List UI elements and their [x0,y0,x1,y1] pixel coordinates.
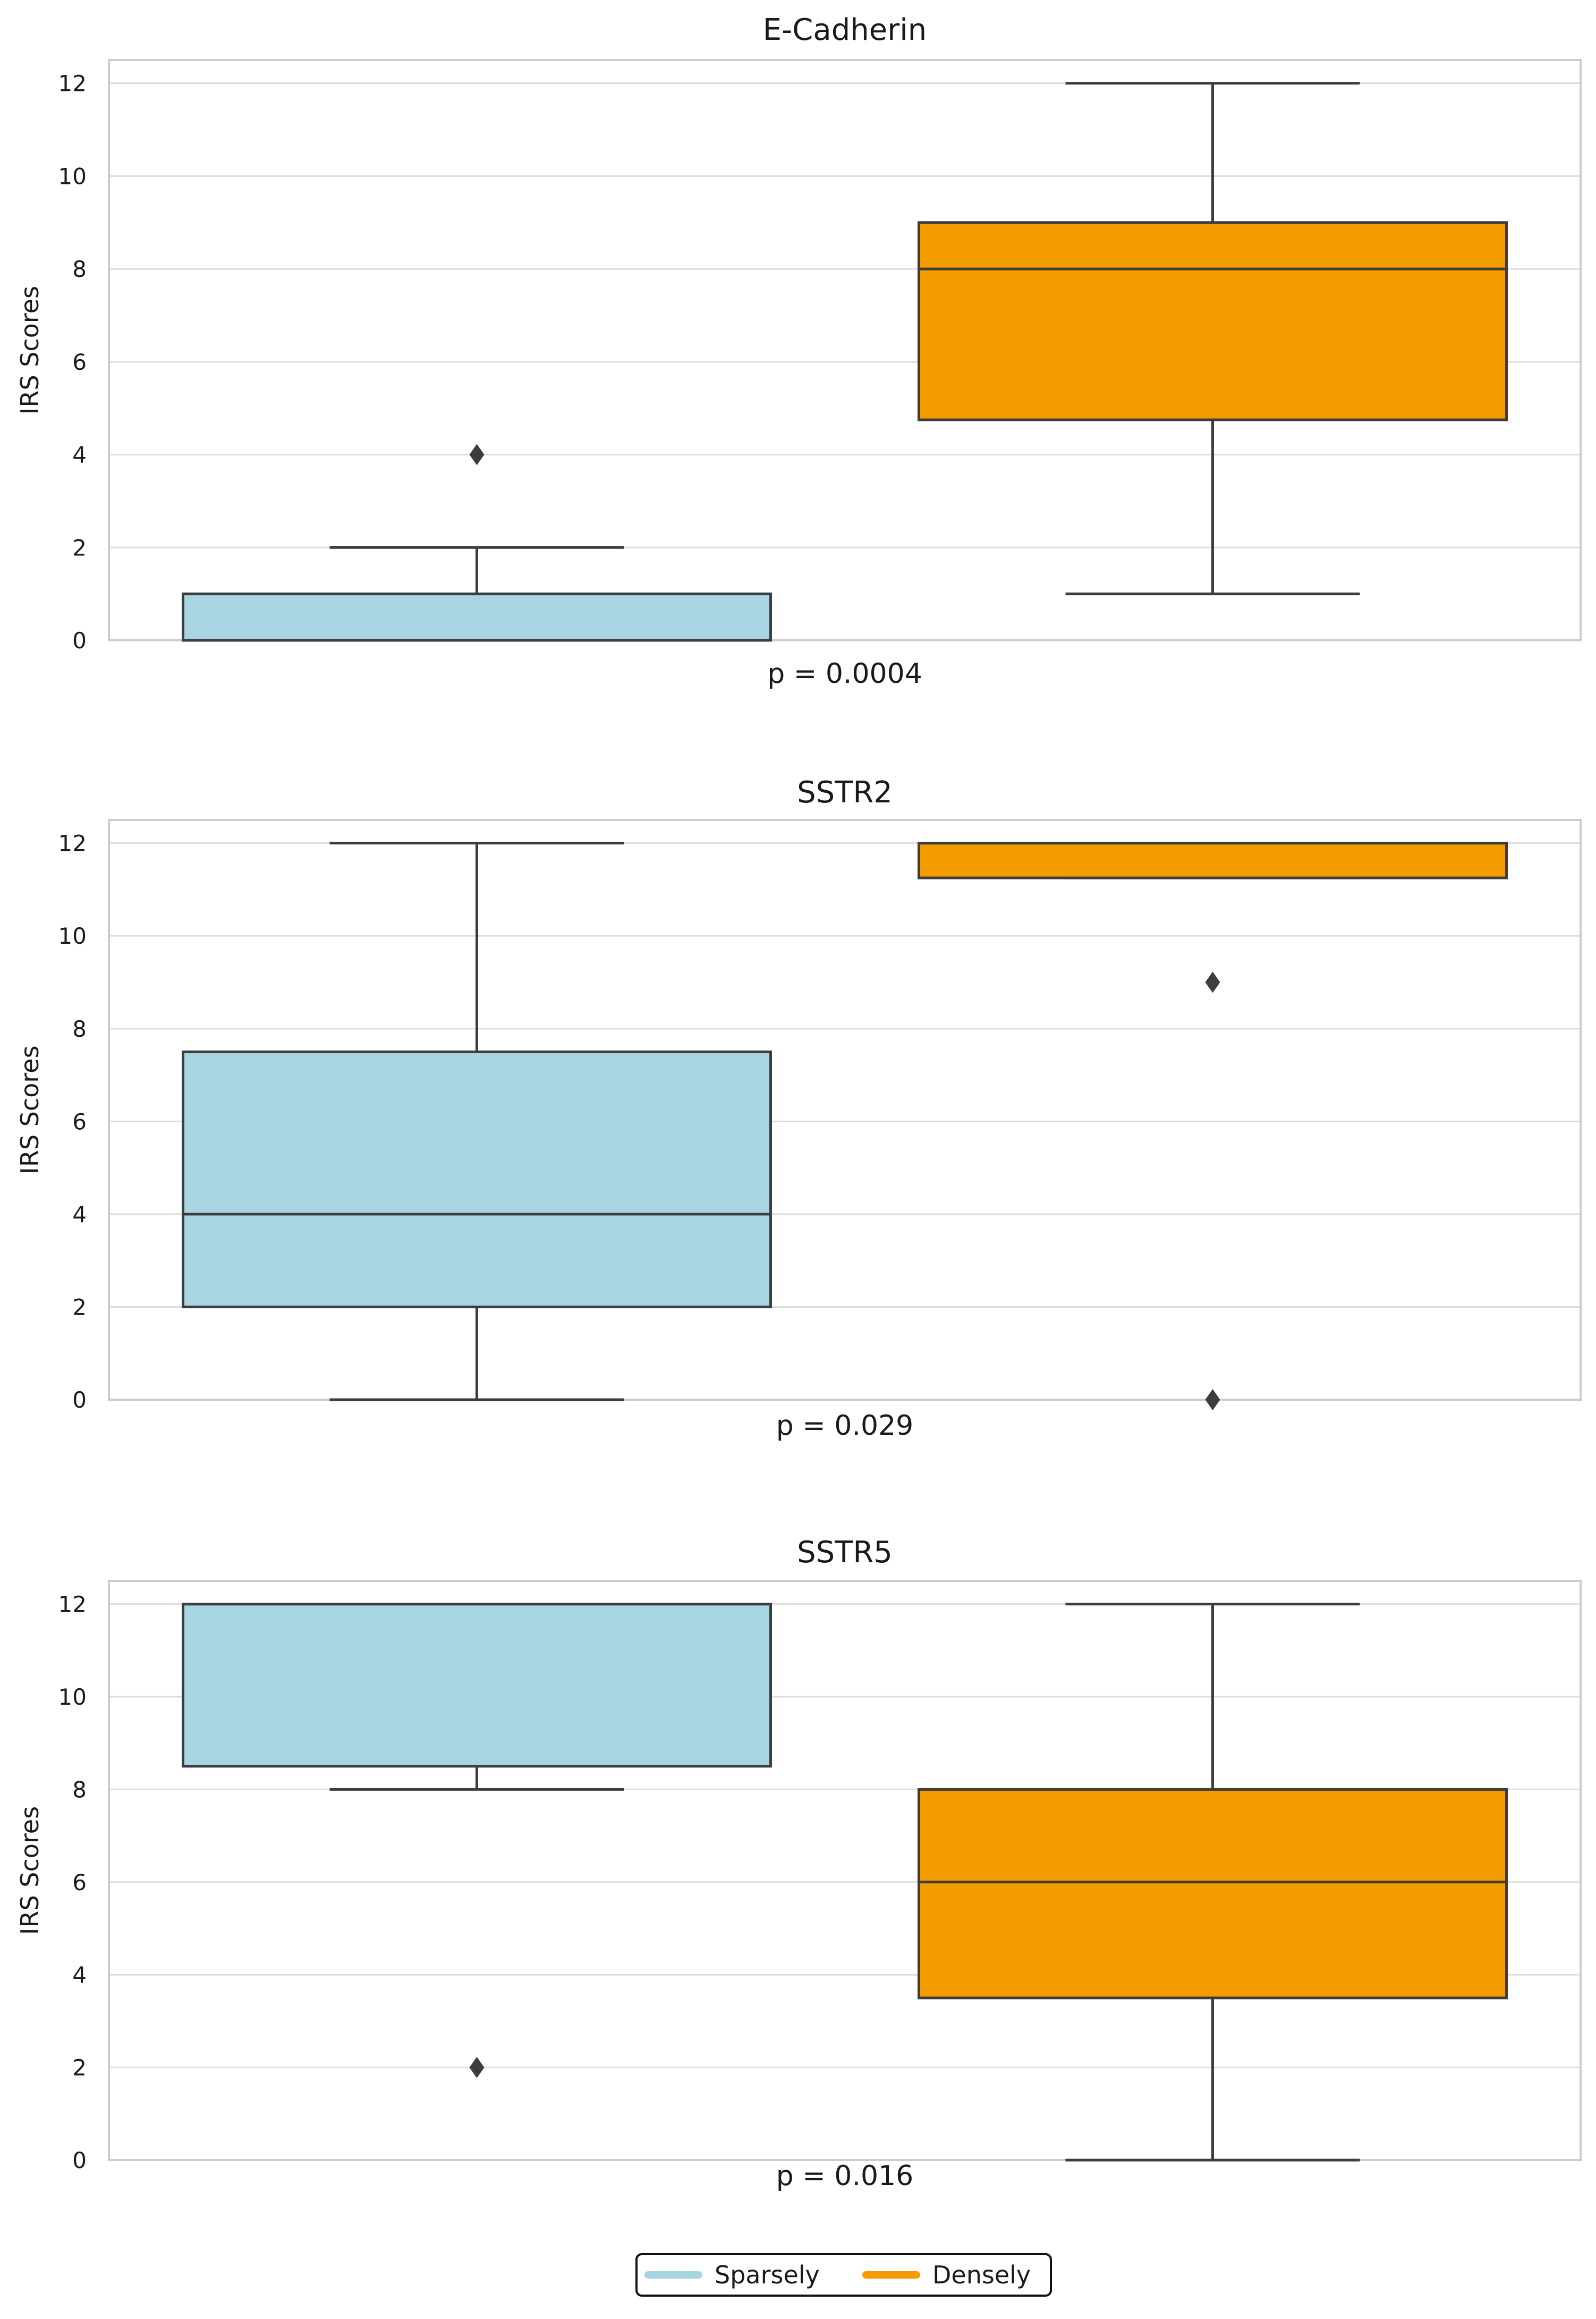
legend-label-sparsely: Sparsely [715,2261,820,2289]
y-tick-label: 12 [58,1592,87,1618]
legend-frame [635,2253,1052,2297]
y-tick-label: 0 [72,628,87,654]
panel-title: E-Cadherin [763,13,927,47]
outlier-point [1205,1389,1220,1410]
legend: Sparsely Densely [635,2253,1052,2297]
y-tick-label: 2 [72,535,87,561]
y-tick-label: 10 [58,1684,87,1710]
box-iqr [918,1788,1508,2000]
y-axis-label: IRS Scores [15,1806,44,1935]
p-value-label: p = 0.016 [776,2160,914,2192]
y-tick-label: 6 [72,1108,87,1135]
panel-title: SSTR2 [797,775,893,810]
outlier-point [469,444,485,466]
y-tick-label: 4 [72,1962,87,1988]
y-tick-label: 12 [58,831,87,857]
p-value-label: p = 0.029 [776,1410,914,1442]
y-axis-label: IRS Scores [15,286,44,414]
box-iqr [182,1050,772,1308]
box-densely [918,1603,1508,2162]
y-tick-label: 10 [58,923,87,949]
y-tick-label: 2 [72,2055,87,2081]
plot-frame [108,59,1582,641]
plot-frame [108,1580,1582,2161]
y-tick-label: 0 [72,1387,87,1413]
plot-frame [108,819,1582,1401]
box-iqr [918,842,1508,879]
outlier-point [1205,971,1220,993]
panel-title: SSTR5 [797,1535,893,1570]
box-sparsely [182,444,772,642]
y-tick-label: 8 [72,256,87,282]
y-axis-label: IRS Scores [15,1045,44,1174]
y-tick-label: 2 [72,1294,87,1320]
panel-1: 0 2 4 6 8 10 12 E-Cadherin IRS Scores p = 0.0004 [15,13,1582,690]
y-tick-label: 6 [72,349,87,375]
box-sparsely [182,842,772,1401]
box-iqr [182,593,772,642]
y-tick-label: 6 [72,1869,87,1895]
panel-2: 0 2 4 6 8 10 12 SSTR2 IRS Scores p = 0.029 [15,775,1582,1442]
y-tick-label: 4 [72,1201,87,1228]
box-densely [918,842,1508,1410]
box-sparsely [182,1603,772,2078]
box-iqr [182,1603,772,1768]
y-tick-label: 10 [58,163,87,189]
y-tick-label: 12 [58,71,87,97]
y-tick-label: 0 [72,2147,87,2173]
legend-label-densely: Densely [932,2261,1031,2289]
panel-3: 0 2 4 6 8 10 12 SSTR5 IRS Scores p = 0.016 [15,1535,1582,2192]
p-value-label: p = 0.0004 [767,658,922,690]
outlier-point [469,2056,485,2078]
y-tick-label: 8 [72,1016,87,1042]
y-tick-label: 8 [72,1776,87,1802]
y-tick-label: 4 [72,442,87,468]
box-iqr [918,221,1508,421]
box-densely [918,82,1508,596]
